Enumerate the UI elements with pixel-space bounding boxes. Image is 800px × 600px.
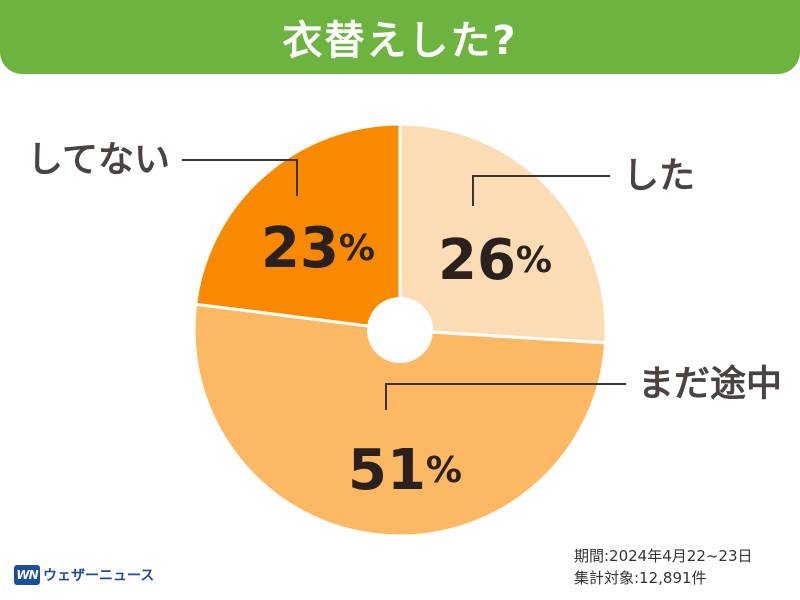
pie-slice-1 [398,122,608,345]
slice-value-2: 51% [348,438,462,503]
slice-label-1: した [623,156,695,197]
pie-slice-2 [192,302,608,538]
slice-label-2: まだ途中 [638,363,782,405]
leader-line-3 [182,159,298,196]
slice-value-1: 26% [438,228,552,293]
chart-title: 衣替えした? [282,18,518,64]
survey-count: 集計対象:12,891件 [574,569,707,587]
slice-label-3: してない [27,140,170,181]
logo-text: ウェザーニュース [43,568,155,584]
logo-mark: WN [14,565,40,585]
header-banner: 衣替えした? [0,0,800,74]
slice-value-3: 23% [261,216,375,281]
leader-line-2 [385,383,626,410]
pie-center-hole [367,297,433,363]
weathernews-logo: WN ウェザーニュース [14,565,154,585]
survey-period: 期間:2024年4月22~23日 [574,547,753,565]
pie-slice-3 [193,122,402,332]
leader-line-1 [472,175,610,206]
survey-info: 期間:2024年4月22~23日 集計対象:12,891件 [574,545,794,589]
